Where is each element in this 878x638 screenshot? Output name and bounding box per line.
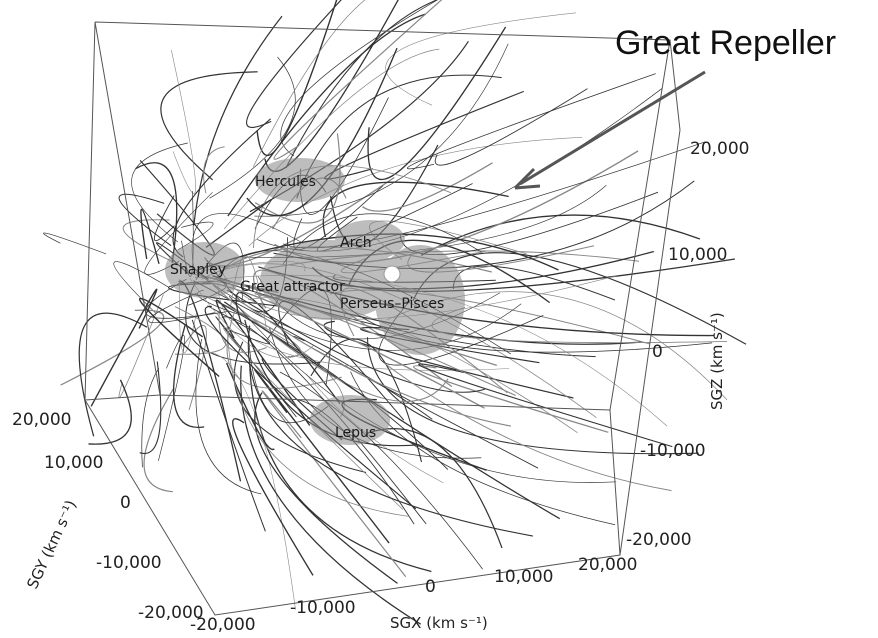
annotation: Great Repeller: [615, 24, 836, 62]
sgz-tick: -10,000: [640, 441, 706, 461]
sgz-title: SGZ (km s⁻¹): [708, 312, 726, 410]
structure-label: Lepus: [335, 425, 376, 441]
sgz-tick: 20,000: [690, 139, 749, 159]
sgy-tick: -10,000: [96, 553, 162, 573]
sgz-tick: -20,000: [626, 530, 692, 550]
sgx-tick: 20,000: [578, 555, 637, 575]
sgy-tick: 10,000: [44, 453, 103, 473]
sgz-tick: 10,000: [668, 245, 727, 265]
sgy-tick: 0: [120, 493, 131, 513]
sgx-tick: -20,000: [190, 615, 256, 635]
sgx-tick: 0: [425, 577, 436, 597]
structure-label: Arch: [340, 235, 372, 251]
structure-label: Shapley: [170, 262, 226, 278]
sgx-title: SGX (km s⁻¹): [390, 614, 488, 632]
structure-label: Hercules: [255, 174, 316, 190]
structure-label: Perseus–Pisces: [340, 296, 444, 312]
observer-dot: [384, 266, 400, 282]
sgx-tick: -10,000: [290, 598, 356, 618]
sgz-tick: 0: [652, 342, 663, 362]
sgx-tick: 10,000: [494, 567, 553, 587]
sgy-tick: 20,000: [12, 410, 71, 430]
figure: Great Repeller Hercules Arch Shapley Gre…: [0, 0, 878, 638]
structure-label: Great attractor: [240, 279, 345, 295]
